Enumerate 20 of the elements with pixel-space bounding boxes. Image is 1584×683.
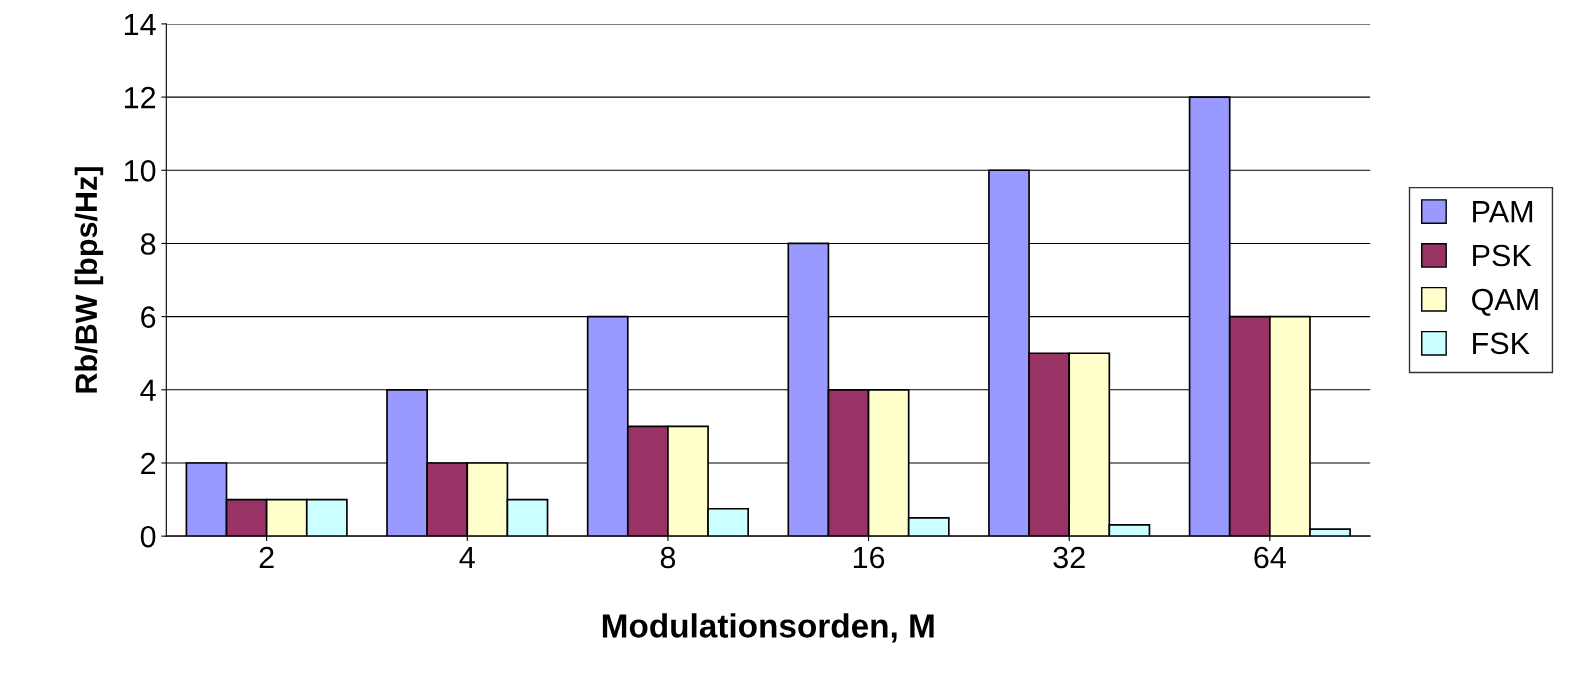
x-axis-title: Modulationsorden, M — [602, 613, 934, 643]
y-tick-label: 2 — [141, 452, 156, 475]
x-tick-label: 32 — [1053, 546, 1085, 569]
y-tick-label: 10 — [124, 160, 156, 182]
y-tick-label: 8 — [140, 233, 156, 255]
x-tick-label: 2 — [259, 546, 274, 569]
y-tick-label: 4 — [140, 379, 156, 401]
legend-label: FSK — [1473, 332, 1530, 355]
legend-label: PAM — [1473, 201, 1533, 223]
y-tick-label: 14 — [124, 13, 156, 35]
y-tick-label: 12 — [124, 86, 156, 109]
x-tick-label: 16 — [853, 546, 885, 569]
y-tick-label: 6 — [141, 306, 156, 328]
legend-label: QAM — [1472, 288, 1538, 316]
y-tick-label: 0 — [140, 525, 156, 548]
legend-label: PSK — [1473, 244, 1532, 267]
y-axis-title: Rb/BW [bps/Hz] — [74, 167, 104, 393]
x-tick-label: 8 — [660, 546, 676, 569]
x-tick-label: 4 — [459, 547, 475, 569]
x-tick-label: 64 — [1254, 546, 1286, 569]
